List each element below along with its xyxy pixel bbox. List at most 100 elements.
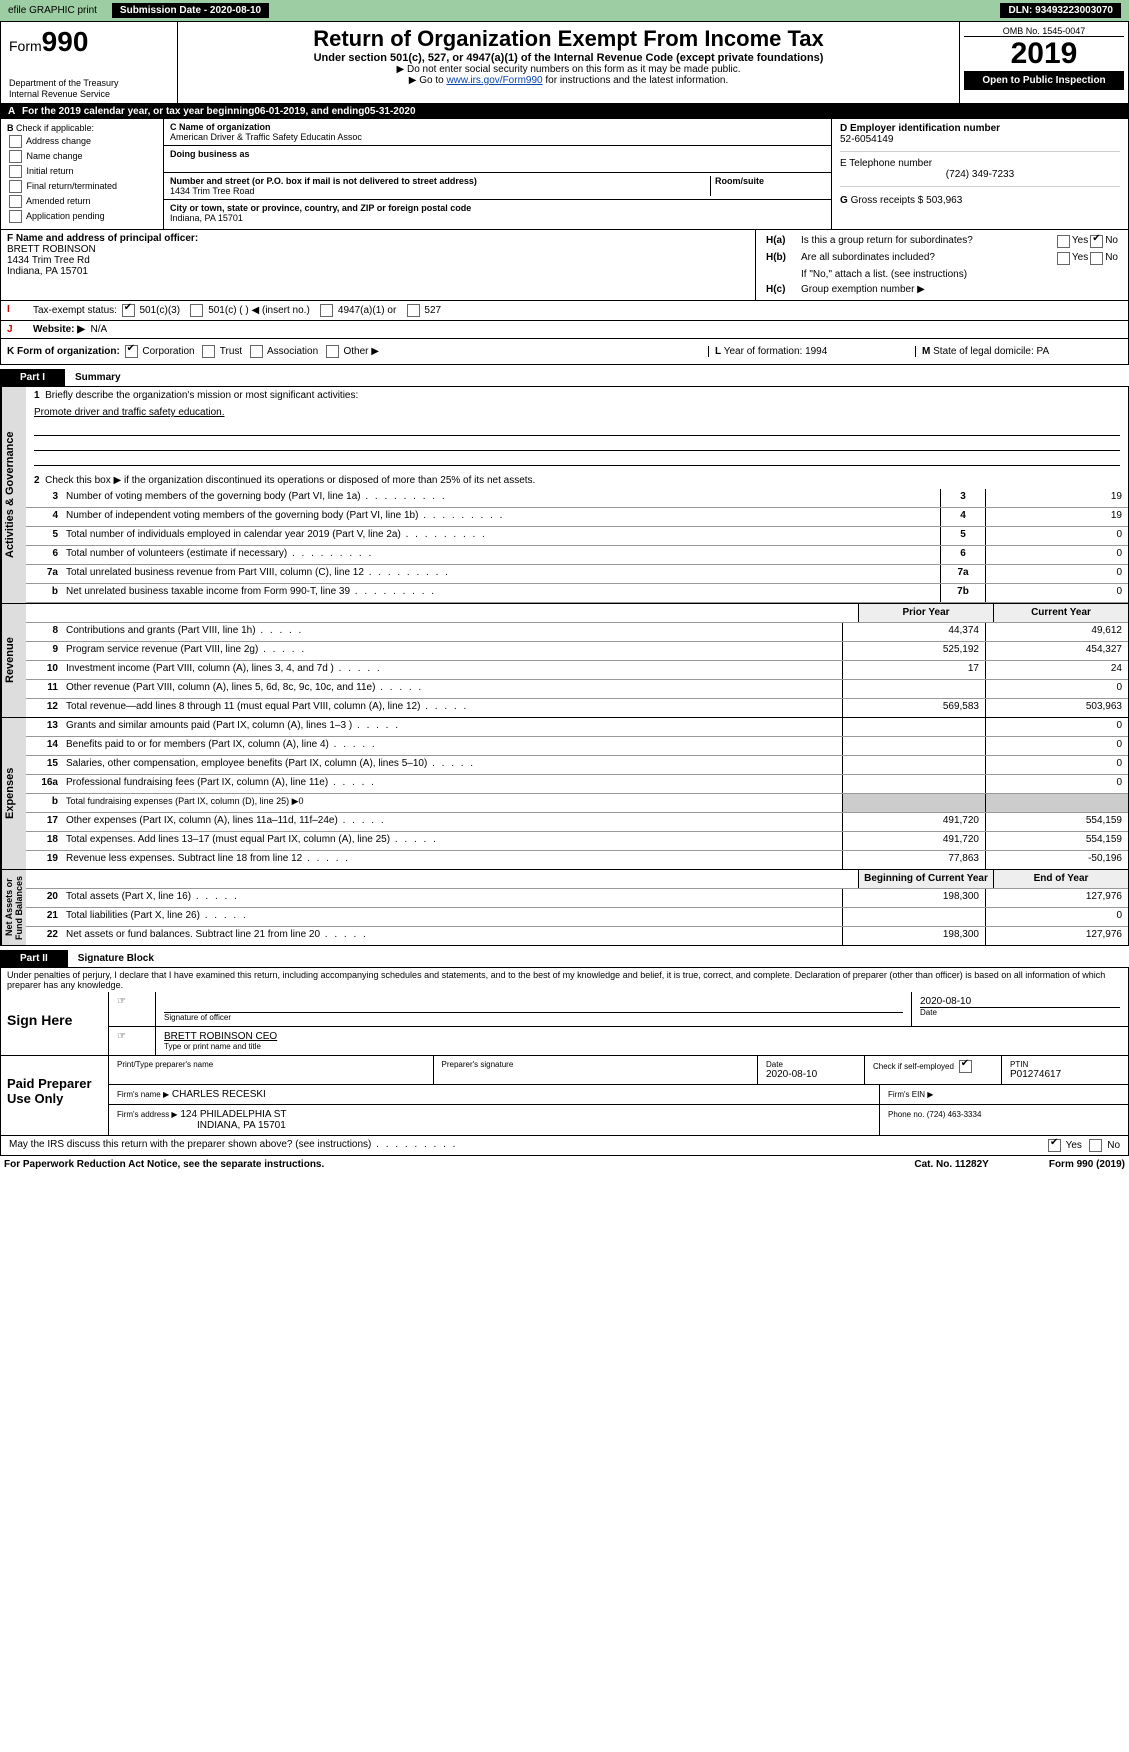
table-row: 13Grants and similar amounts paid (Part … <box>26 718 1128 737</box>
part2-header: Part II Signature Block <box>0 950 1129 967</box>
form-header: Form990 Department of the Treasury Inter… <box>0 21 1129 104</box>
ein: 52-6054149 <box>840 134 893 145</box>
table-row: 12Total revenue—add lines 8 through 11 (… <box>26 699 1128 717</box>
table-row: 16aProfessional fundraising fees (Part I… <box>26 775 1128 794</box>
year-formation: 1994 <box>805 346 827 357</box>
dln: DLN: 93493223003070 <box>1000 3 1121 18</box>
table-row: 9Program service revenue (Part VIII, lin… <box>26 642 1128 661</box>
expenses-section: Expenses 13Grants and similar amounts pa… <box>0 718 1129 870</box>
summary-row: 6Total number of volunteers (estimate if… <box>26 546 1128 565</box>
firm-addr2: INDIANA, PA 15701 <box>197 1120 286 1131</box>
cb-pending[interactable]: Application pending <box>7 210 157 223</box>
year-begin: 06-01-2019 <box>254 106 305 117</box>
form-number: 990 <box>42 26 89 57</box>
gross-receipts: 503,963 <box>926 195 962 206</box>
cb-address-change[interactable]: Address change <box>7 135 157 148</box>
table-row: 10Investment income (Part VIII, column (… <box>26 661 1128 680</box>
cb-527[interactable] <box>407 304 420 317</box>
cb-discuss-no[interactable] <box>1089 1139 1102 1152</box>
row-f-h: F Name and address of principal officer:… <box>0 230 1129 301</box>
row-j: J Website: ▶ N/A <box>0 321 1129 339</box>
efile-link[interactable]: efile GRAPHIC print <box>8 5 97 16</box>
vlabel-revenue: Revenue <box>1 604 26 717</box>
table-row: 11Other revenue (Part VIII, column (A), … <box>26 680 1128 699</box>
cb-discuss-yes[interactable] <box>1048 1139 1061 1152</box>
table-row: 8Contributions and grants (Part VIII, li… <box>26 623 1128 642</box>
tax-year: 2019 <box>964 37 1124 71</box>
cb-amended[interactable]: Amended return <box>7 195 157 208</box>
row-a: A For the 2019 calendar year, or tax yea… <box>0 104 1129 119</box>
cb-name-change[interactable]: Name change <box>7 150 157 163</box>
cb-corp[interactable] <box>125 345 138 358</box>
may-discuss: May the IRS discuss this return with the… <box>0 1136 1129 1156</box>
irs-link[interactable]: www.irs.gov/Form990 <box>446 75 542 86</box>
cat-no: Cat. No. 11282Y <box>914 1159 988 1170</box>
addr-box: Number and street (or P.O. box if mail i… <box>164 173 831 200</box>
table-row: 20Total assets (Part X, line 16)198,3001… <box>26 889 1128 908</box>
ptin: P01274617 <box>1010 1069 1120 1080</box>
sign-date: 2020-08-10 <box>920 996 1120 1007</box>
table-row: 21Total liabilities (Part X, line 26)0 <box>26 908 1128 927</box>
cb-other[interactable] <box>326 345 339 358</box>
prep-date: 2020-08-10 <box>766 1069 856 1080</box>
irs: Internal Revenue Service <box>9 88 169 99</box>
note-goto: ▶ Go to www.irs.gov/Form990 for instruct… <box>182 75 955 86</box>
cb-4947[interactable] <box>320 304 333 317</box>
officer-city: Indiana, PA 15701 <box>7 266 88 277</box>
table-row: 19Revenue less expenses. Subtract line 1… <box>26 851 1128 869</box>
paid-preparer: Paid Preparer Use Only Print/Type prepar… <box>0 1056 1129 1136</box>
phone-label: E Telephone number <box>840 158 932 169</box>
dept: Department of the Treasury <box>9 78 169 88</box>
summary-row: 4Number of independent voting members of… <box>26 508 1128 527</box>
top-bar: efile GRAPHIC print Submission Date - 20… <box>0 0 1129 21</box>
form-subtitle: Under section 501(c), 527, or 4947(a)(1)… <box>182 52 955 64</box>
website: N/A <box>91 324 108 335</box>
org-name: American Driver & Traffic Safety Educati… <box>170 132 362 142</box>
mission: Promote driver and traffic safety educat… <box>26 404 1128 421</box>
vlabel-activities: Activities & Governance <box>1 387 26 603</box>
city-state-zip: Indiana, PA 15701 <box>170 213 243 223</box>
row-i: I Tax-exempt status: 501(c)(3) 501(c) ( … <box>0 301 1129 321</box>
revenue-section: Revenue Prior Year Current Year 8Contrib… <box>0 604 1129 718</box>
vlabel-expenses: Expenses <box>1 718 26 869</box>
officer-name: BRETT ROBINSON <box>7 244 96 255</box>
cb-initial-return[interactable]: Initial return <box>7 165 157 178</box>
part1-header: Part I Summary <box>0 369 1129 386</box>
firm-addr1: 124 PHILADELPHIA ST <box>180 1109 286 1120</box>
summary-row: bNet unrelated business taxable income f… <box>26 584 1128 603</box>
section-identity: B Check if applicable: Address change Na… <box>0 119 1129 230</box>
note-ssn: ▶ Do not enter social security numbers o… <box>182 64 955 75</box>
state-domicile: PA <box>1037 346 1050 357</box>
open-public: Open to Public Inspection <box>964 71 1124 90</box>
summary-row: 5Total number of individuals employed in… <box>26 527 1128 546</box>
cb-final-return[interactable]: Final return/terminated <box>7 180 157 193</box>
penalty-text: Under penalties of perjury, I declare th… <box>0 967 1129 992</box>
form-ref: Form 990 (2019) <box>1049 1159 1125 1170</box>
summary-row: 7aTotal unrelated business revenue from … <box>26 565 1128 584</box>
form-word: Form <box>9 38 42 54</box>
table-row: 14Benefits paid to or for members (Part … <box>26 737 1128 756</box>
net-assets-section: Net Assets orFund Balances Beginning of … <box>0 870 1129 946</box>
row-k: K Form of organization: Corporation Trus… <box>0 339 1129 365</box>
sign-here: Sign Here ☞ Signature of officer 2020-08… <box>0 992 1129 1056</box>
footer: For Paperwork Reduction Act Notice, see … <box>0 1156 1129 1173</box>
submission-date: Submission Date - 2020-08-10 <box>112 3 269 18</box>
table-row: 18Total expenses. Add lines 13–17 (must … <box>26 832 1128 851</box>
table-row: bTotal fundraising expenses (Part IX, co… <box>26 794 1128 813</box>
officer-addr: 1434 Trim Tree Rd <box>7 255 90 266</box>
ein-label: D Employer identification number <box>840 123 1000 134</box>
dba-box: Doing business as <box>164 146 831 173</box>
col-b: B Check if applicable: Address change Na… <box>1 119 164 229</box>
table-row: 22Net assets or fund balances. Subtract … <box>26 927 1128 945</box>
city-box: City or town, state or province, country… <box>164 200 831 226</box>
cb-trust[interactable] <box>202 345 215 358</box>
cb-501c3[interactable] <box>122 304 135 317</box>
activities-governance: Activities & Governance 1 Briefly descri… <box>0 386 1129 604</box>
cb-assoc[interactable] <box>250 345 263 358</box>
year-end: 05-31-2020 <box>364 106 415 117</box>
cb-self-employed[interactable] <box>959 1060 972 1073</box>
form-title: Return of Organization Exempt From Incom… <box>182 26 955 52</box>
table-row: 17Other expenses (Part IX, column (A), l… <box>26 813 1128 832</box>
cb-501c[interactable] <box>190 304 203 317</box>
omb: OMB No. 1545-0047 <box>964 26 1124 37</box>
